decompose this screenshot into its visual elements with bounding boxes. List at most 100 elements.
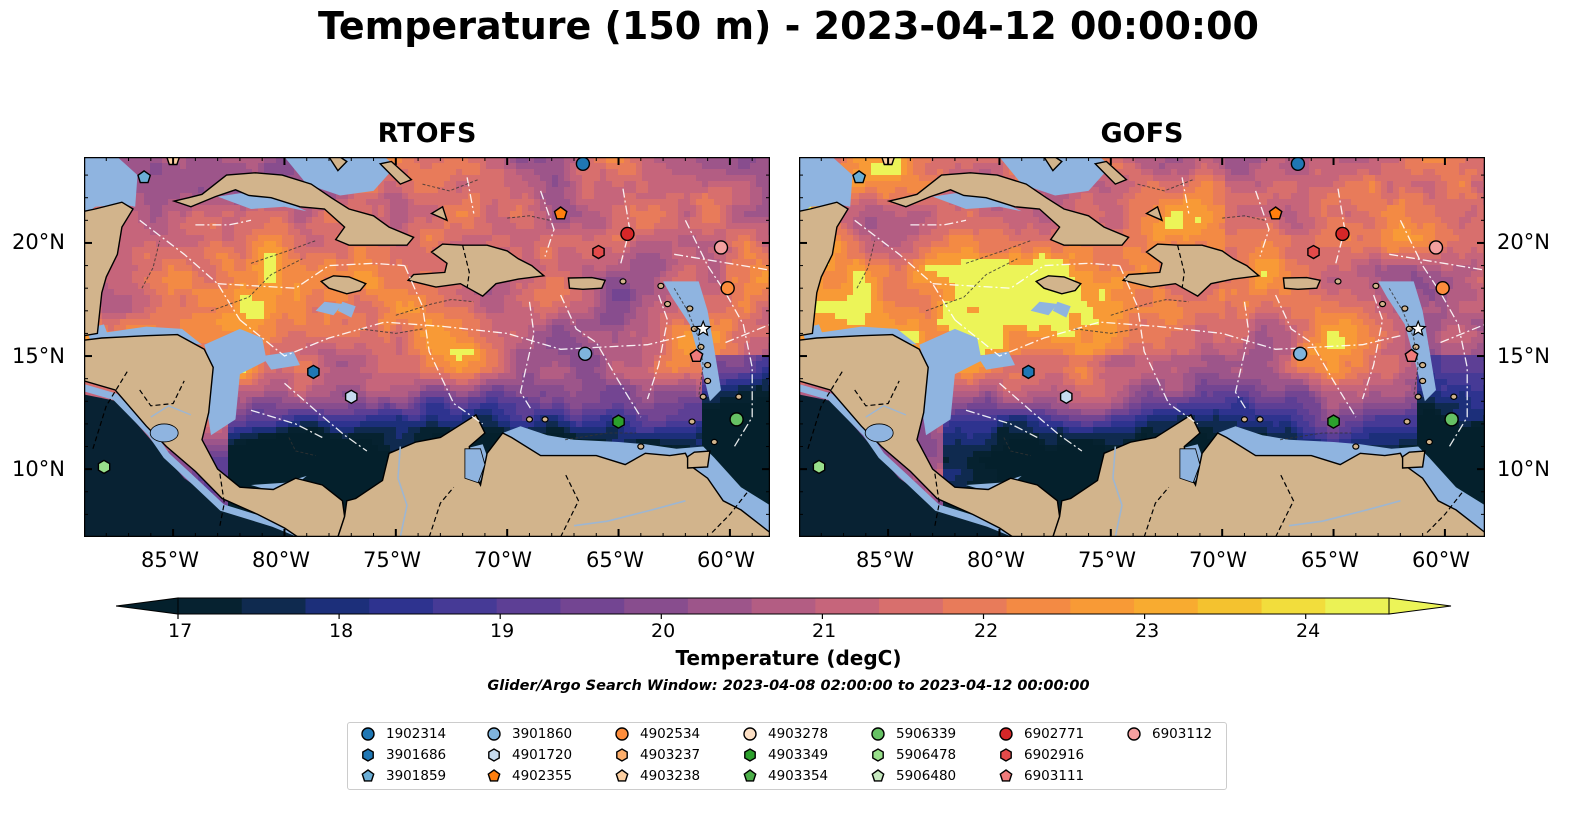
legend-marker-6903111 [999, 769, 1013, 782]
legend-label: 6902916 [1024, 747, 1085, 763]
lon-tick-label: 70°W [474, 548, 532, 572]
panel-title-gofs: GOFS [1100, 118, 1184, 149]
legend-marker-4903349 [744, 748, 756, 762]
legend-item: 4902534 [614, 726, 700, 742]
colorbar-segment [178, 598, 243, 614]
legend-item: 3901859 [360, 768, 446, 784]
eez-boundaries [854, 177, 1485, 452]
legend-marker-pentagon-icon [615, 769, 629, 782]
legend-label: 6903111 [1024, 768, 1085, 784]
legend-item: 4903238 [614, 768, 700, 784]
legend-marker-4902534 [615, 727, 629, 741]
colorbar-segment [1261, 598, 1326, 614]
legend-item: 6903111 [998, 768, 1084, 784]
legend-marker-pentagon-icon [999, 769, 1013, 782]
legend-marker-4903238 [615, 769, 629, 782]
political-borders [92, 245, 749, 537]
colorbar-segment [241, 598, 306, 614]
float-marker-star [694, 319, 712, 337]
float-marker-4901720 [1059, 389, 1073, 405]
float-marker-4902355 [553, 206, 568, 220]
float-marker-5906478 [97, 459, 111, 475]
float-marker-6902771 [620, 226, 635, 242]
colorbar-segment [1134, 598, 1199, 614]
colorbar-segment [560, 598, 625, 614]
land [799, 157, 1485, 537]
legend-marker-hexagon-icon [616, 748, 628, 762]
legend-marker-pentagon-icon [743, 769, 757, 782]
lon-tick-label: 60°W [697, 548, 755, 572]
float-marker-3901686 [1022, 364, 1035, 380]
legend-label: 5906480 [896, 768, 957, 784]
float-marker-6902916 [1307, 244, 1320, 260]
legend-label: 3901686 [386, 747, 447, 763]
float-marker-6902771 [1335, 226, 1350, 242]
map-panel-gofs [799, 157, 1485, 537]
float-marker-4902534 [1435, 280, 1450, 296]
map-panel-rtofs [84, 157, 770, 537]
colorbar-segment [1070, 598, 1135, 614]
lon-tick-label: 85°W [141, 548, 199, 572]
legend-marker-circle-icon [487, 727, 501, 741]
lon-tick-label: 60°W [1412, 548, 1470, 572]
float-markers [812, 157, 1459, 475]
legend-marker-6902916 [1000, 748, 1012, 762]
legend-marker-hexagon-icon [488, 748, 500, 762]
legend-item: 4901720 [486, 747, 572, 763]
lon-tick-label: 80°W [252, 548, 310, 572]
float-marker-5906478 [812, 459, 826, 475]
legend-label: 1902314 [386, 726, 447, 742]
legend-label: 4903349 [768, 747, 829, 763]
legend-marker-3901686 [362, 748, 374, 762]
colorbar-tick-label: 23 [1135, 620, 1160, 642]
legend-label: 4901720 [512, 747, 573, 763]
legend-marker-pentagon-icon [871, 769, 885, 782]
lon-tick-label: 80°W [967, 548, 1025, 572]
lat-tick-label: 15°N [12, 344, 65, 368]
legend-item: 6902771 [998, 726, 1084, 742]
legend-label: 4902355 [512, 768, 573, 784]
float-marker-3901686 [307, 364, 320, 380]
float-marker-3901860 [577, 346, 593, 361]
lat-tick-label: 10°N [12, 457, 65, 481]
colorbar-segment [687, 598, 753, 614]
float-marker-5906339 [729, 412, 744, 427]
axis-ticks [799, 157, 1485, 537]
colorbar-segment [1325, 598, 1390, 614]
colorbar-tick-label: 19 [490, 620, 515, 642]
lat-tick-label: 10°N [1497, 457, 1550, 481]
float-marker-1902314 [1290, 157, 1306, 171]
colorbar-label: Temperature (degC) [675, 646, 902, 670]
colorbar-segment [624, 598, 689, 614]
legend-item: 4903354 [742, 768, 828, 784]
isobaths [856, 179, 1419, 457]
legend-marker-pentagon-icon [487, 769, 501, 782]
colorbar-segment [369, 598, 434, 614]
float-marker-6903112 [1428, 240, 1444, 255]
legend-marker-pentagon-icon [361, 769, 375, 782]
colorbar-extend-high [1388, 597, 1452, 615]
legend-item: 4903278 [742, 726, 828, 742]
colorbar-extend-low [116, 597, 179, 615]
legend-item: 3901860 [486, 726, 572, 742]
colorbar-segment [751, 598, 816, 614]
float-marker-5906339 [1444, 412, 1459, 427]
float-marker-6903111 [689, 348, 704, 363]
legend-label: 4902534 [640, 726, 701, 742]
colorbar [116, 597, 1452, 619]
legend-marker-circle-icon [615, 727, 629, 741]
legend-item: 1902314 [360, 726, 446, 742]
axis-ticks [84, 157, 770, 537]
legend-item: 4902355 [486, 768, 572, 784]
legend-marker-hexagon-icon [744, 748, 756, 762]
lon-tick-label: 75°W [363, 548, 421, 572]
float-marker-star [1409, 319, 1427, 337]
colorbar-segment [879, 598, 944, 614]
float-markers [97, 157, 744, 475]
legend-marker-5906480 [871, 769, 885, 782]
legend-label: 6902771 [1024, 726, 1085, 742]
float-marker-3901859 [852, 170, 867, 184]
legend-marker-4902355 [487, 769, 501, 782]
legend-marker-circle-icon [999, 727, 1013, 741]
float-marker-1902314 [575, 157, 591, 171]
